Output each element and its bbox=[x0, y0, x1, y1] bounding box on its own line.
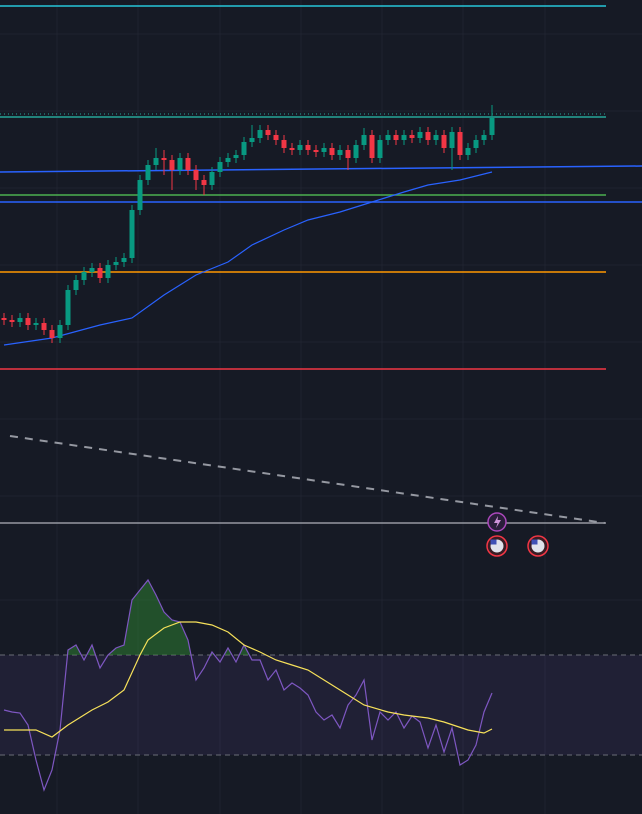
candle-body bbox=[201, 180, 207, 185]
candle-body bbox=[473, 140, 479, 148]
candle-body bbox=[337, 150, 343, 155]
moving-average bbox=[3, 171, 493, 346]
candle-body bbox=[345, 150, 351, 158]
flag-icon bbox=[490, 539, 497, 545]
candle-body bbox=[393, 135, 399, 140]
candle-body bbox=[33, 323, 39, 325]
candle-body bbox=[65, 290, 71, 325]
candle-body bbox=[321, 148, 327, 152]
rsi-band bbox=[0, 655, 642, 755]
rsi-moving-average bbox=[4, 621, 493, 738]
candle-body bbox=[177, 158, 183, 170]
plot bbox=[0, 5, 642, 792]
flag-icon bbox=[531, 539, 538, 545]
candle-body bbox=[25, 318, 31, 325]
candle-body bbox=[353, 145, 359, 158]
candle-body bbox=[193, 170, 199, 180]
candle-body bbox=[385, 135, 391, 140]
candle-body bbox=[457, 132, 463, 155]
candle-body bbox=[225, 158, 231, 162]
candle-body bbox=[433, 135, 439, 140]
candle-body bbox=[361, 135, 367, 145]
trendline bbox=[0, 165, 642, 173]
candle-body bbox=[113, 262, 119, 265]
candle-body bbox=[265, 130, 271, 135]
candle-body bbox=[409, 135, 415, 138]
candle-body bbox=[273, 135, 279, 140]
candle-body bbox=[233, 155, 239, 158]
candle-body bbox=[121, 258, 127, 262]
lightning-icon bbox=[494, 516, 501, 528]
candle-body bbox=[81, 272, 87, 280]
candle-body bbox=[73, 280, 79, 290]
candle-body bbox=[481, 135, 487, 140]
candle-body bbox=[425, 132, 431, 140]
candle-body bbox=[449, 132, 455, 148]
candle-body bbox=[153, 158, 159, 165]
candle-body bbox=[241, 142, 247, 155]
candle-body bbox=[249, 138, 255, 142]
candle-body bbox=[1, 318, 7, 320]
trendline bbox=[9, 435, 605, 524]
candle-body bbox=[329, 148, 335, 155]
candle-body bbox=[169, 160, 175, 170]
candle-body bbox=[129, 210, 135, 258]
candle-body bbox=[417, 132, 423, 138]
candle-body bbox=[97, 268, 103, 278]
candle-body bbox=[369, 135, 375, 158]
event-icons bbox=[486, 512, 549, 557]
candle-body bbox=[105, 265, 111, 278]
candle-body bbox=[297, 145, 303, 150]
candle-body bbox=[217, 162, 223, 172]
candle-body bbox=[145, 165, 151, 180]
candle-body bbox=[89, 268, 95, 272]
candle-body bbox=[41, 323, 47, 330]
candle-body bbox=[489, 118, 495, 135]
candle-body bbox=[289, 148, 295, 150]
candle-body bbox=[401, 135, 407, 140]
candle-body bbox=[313, 150, 319, 152]
candle-body bbox=[57, 325, 63, 338]
candle-body bbox=[281, 140, 287, 148]
candle-body bbox=[441, 135, 447, 148]
candle-body bbox=[185, 158, 191, 170]
candle-body bbox=[17, 318, 23, 322]
rsi-line bbox=[3, 578, 493, 792]
candle-body bbox=[161, 158, 167, 160]
candle-body bbox=[209, 172, 215, 185]
candle-body bbox=[257, 130, 263, 138]
candle-body bbox=[9, 320, 15, 322]
candle-body bbox=[377, 140, 383, 158]
candle-body bbox=[49, 330, 55, 338]
candle-body bbox=[137, 180, 143, 210]
candle-body bbox=[465, 148, 471, 155]
candle-body bbox=[305, 145, 311, 150]
